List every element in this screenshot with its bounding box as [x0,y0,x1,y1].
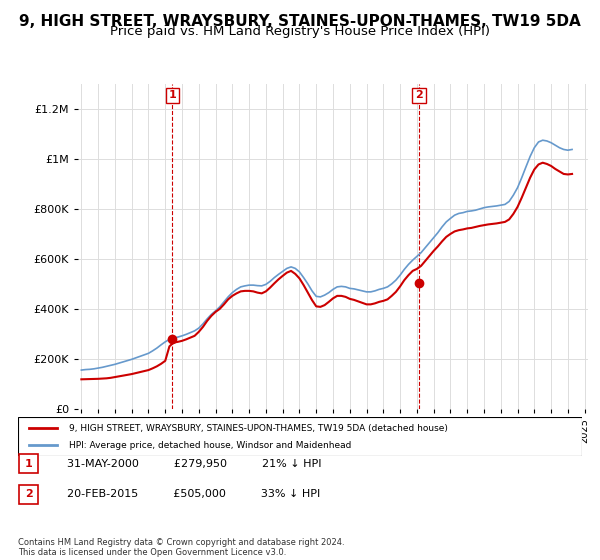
Text: 9, HIGH STREET, WRAYSBURY, STAINES-UPON-THAMES, TW19 5DA: 9, HIGH STREET, WRAYSBURY, STAINES-UPON-… [19,14,581,29]
Text: Contains HM Land Registry data © Crown copyright and database right 2024.
This d: Contains HM Land Registry data © Crown c… [18,538,344,557]
FancyBboxPatch shape [18,417,582,456]
Text: 2: 2 [25,489,32,500]
Text: HPI: Average price, detached house, Windsor and Maidenhead: HPI: Average price, detached house, Wind… [69,441,351,450]
Text: 1: 1 [25,459,32,469]
FancyBboxPatch shape [19,485,38,504]
Text: 31-MAY-2000          £279,950          21% ↓ HPI: 31-MAY-2000 £279,950 21% ↓ HPI [60,459,322,469]
Text: 20-FEB-2015          £505,000          33% ↓ HPI: 20-FEB-2015 £505,000 33% ↓ HPI [60,489,320,500]
Text: 2: 2 [415,91,423,100]
Text: Price paid vs. HM Land Registry's House Price Index (HPI): Price paid vs. HM Land Registry's House … [110,25,490,38]
Text: 1: 1 [169,91,176,100]
FancyBboxPatch shape [19,454,38,473]
Text: 9, HIGH STREET, WRAYSBURY, STAINES-UPON-THAMES, TW19 5DA (detached house): 9, HIGH STREET, WRAYSBURY, STAINES-UPON-… [69,424,448,433]
